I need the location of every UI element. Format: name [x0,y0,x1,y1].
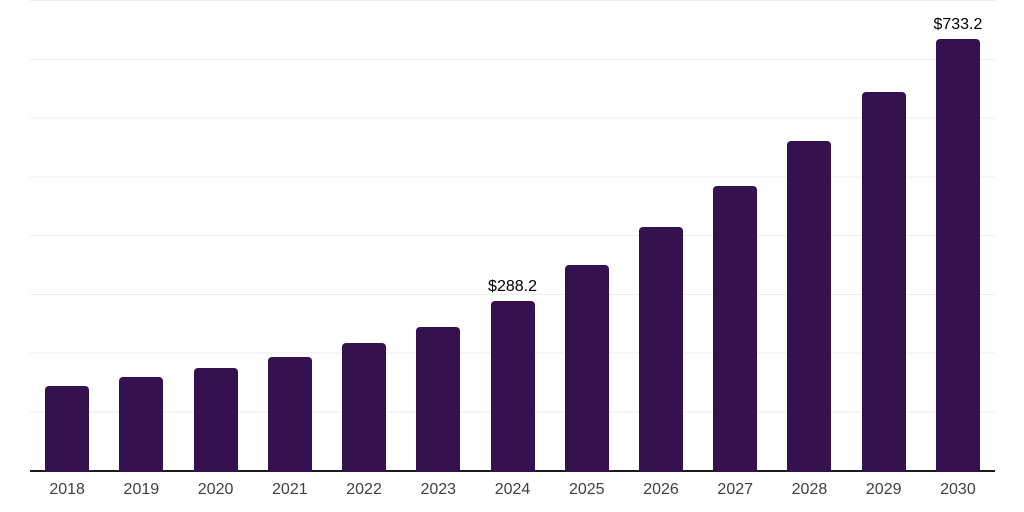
bar-column-2027 [698,0,772,472]
x-tick-label-2027: 2027 [717,481,754,498]
bars-container: $288.2 $733.2 [30,0,995,472]
plot-area: $288.2 $733.2 [30,0,995,472]
bar-2029[interactable] [861,92,906,472]
bar-column-2030: $733.2 [921,0,995,472]
bar-2021[interactable] [267,357,312,472]
x-tick-label-2029: 2029 [865,481,902,498]
bar-2020[interactable] [193,367,238,472]
bar-2018[interactable] [45,386,90,472]
x-tick-label-2020: 2020 [197,481,234,498]
bar-2022[interactable] [342,343,387,472]
x-tick-label-2028: 2028 [791,481,828,498]
bar-column-2021 [253,0,327,472]
bar-2024[interactable]: $288.2 [488,278,537,472]
x-tick-label-2019: 2019 [123,481,160,498]
bar-2030[interactable]: $733.2 [933,16,982,472]
bar-2026[interactable] [638,226,683,472]
bar-column-2018 [30,0,104,472]
x-tick-label-2023: 2023 [420,481,457,498]
bar-column-2028 [772,0,846,472]
bar-2025[interactable] [564,264,609,472]
bar-column-2023 [401,0,475,472]
bar-column-2024: $288.2 [475,0,549,472]
x-tick-label-2030: 2030 [940,481,976,498]
bar-column-2029 [847,0,921,472]
data-label-2024: $288.2 [488,277,537,295]
bar-column-2022 [327,0,401,472]
x-tick-label-2021: 2021 [272,481,308,498]
x-tick-label-2026: 2026 [643,481,679,498]
bar-2028[interactable] [787,141,832,472]
data-label-2030: $733.2 [933,16,983,34]
x-axis-labels: 2018 2019 2020 2021 2022 2023 2024 2025 2026 2027… [30,472,995,499]
bar-column-2026 [624,0,698,472]
bar-2027[interactable] [713,186,758,472]
bar-2019[interactable] [119,376,164,472]
x-tick-label-2025: 2025 [568,481,605,498]
bar-2023[interactable] [416,326,461,472]
x-tick-label-2024: 2024 [494,481,531,498]
x-tick-label-2018: 2018 [49,481,85,498]
bar-column-2019 [104,0,178,472]
x-tick-label-2022: 2022 [346,481,382,498]
bar-column-2025 [550,0,624,472]
bar-column-2020 [178,0,252,472]
